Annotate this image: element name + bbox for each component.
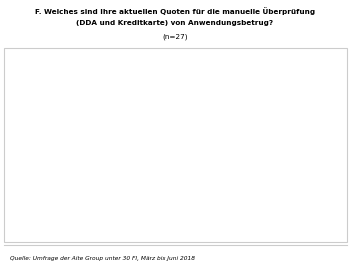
Text: (n=27): (n=27): [162, 34, 188, 40]
Wedge shape: [93, 107, 163, 197]
Text: Quelle: Umfrage der Aite Group unter 30 FI, März bis Juni 2018: Quelle: Umfrage der Aite Group unter 30 …: [10, 256, 196, 261]
Wedge shape: [89, 107, 118, 152]
Text: F. Welches sind Ihre aktuellen Quoten für die manuelle Überprüfung: F. Welches sind Ihre aktuellen Quoten fü…: [35, 7, 315, 15]
Text: 5-1 bis 10-1
(z. B., 1 echter
Treffer pro 5 bis
10
Fehlalarmen)
(59 %): 5-1 bis 10-1 (z. B., 1 echter Treffer pr…: [188, 127, 243, 172]
Text: (DDA und Kreditkarte) von Anwendungsbetrug?: (DDA und Kreditkarte) von Anwendungsbetr…: [76, 20, 274, 26]
Wedge shape: [77, 118, 118, 152]
Text: 11-1 bis 15-1
(11 %): 11-1 bis 15-1 (11 %): [27, 170, 74, 184]
Wedge shape: [73, 133, 118, 189]
Text: 16-1 bis 20-1
(7 %): 16-1 bis 20-1 (7 %): [21, 129, 67, 143]
Text: 31-1 oder
höher (22 %): 31-1 oder höher (22 %): [75, 82, 121, 96]
